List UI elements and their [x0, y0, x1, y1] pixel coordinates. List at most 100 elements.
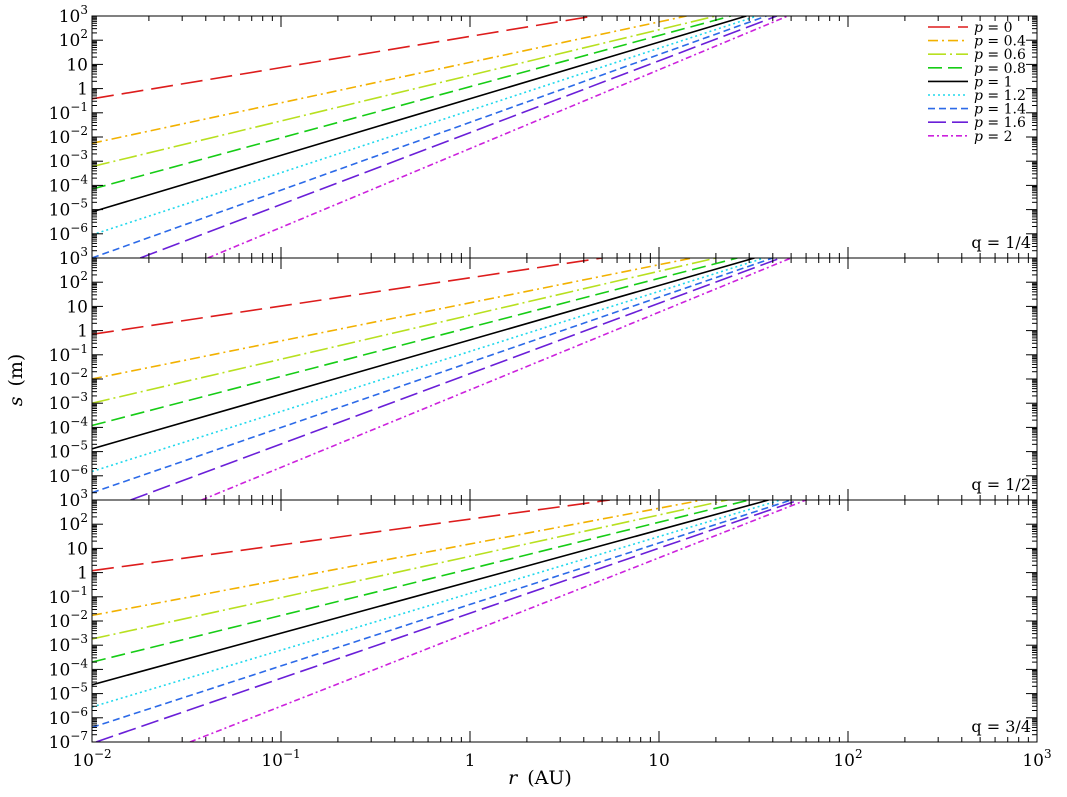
y-tick-label: 10−2: [49, 124, 88, 148]
tick-base: 10: [59, 273, 81, 293]
tick-base: 1: [77, 564, 88, 584]
x-axis-title: r (AU): [508, 767, 572, 789]
tick-base: 1: [77, 322, 88, 342]
series-line: [92, 500, 792, 729]
legend-value: = 1.2: [983, 88, 1026, 104]
legend-label: p = 1: [974, 74, 1013, 90]
tick-exponent: −5: [70, 439, 88, 453]
tick-exponent: 2: [80, 511, 88, 525]
legend-label: p = 1.4: [974, 102, 1026, 118]
y-tick-label: 10−1: [49, 100, 88, 124]
series-line: [207, 16, 789, 258]
legend-label: p = 0.6: [974, 47, 1026, 63]
series-line: [201, 258, 792, 500]
y-tick-label: 102: [59, 269, 88, 293]
legend-var: p: [974, 20, 983, 36]
y-axis-variable: s: [5, 396, 27, 406]
legend-var: p: [974, 61, 983, 77]
tick-base: 10: [49, 709, 71, 729]
tick-exponent: −1: [70, 342, 88, 356]
tick-base: 10: [66, 297, 88, 317]
legend-value: = 0: [983, 20, 1013, 36]
tick-exponent: −6: [70, 221, 88, 235]
tick-exponent: −5: [70, 197, 88, 211]
tick-base: 10: [49, 370, 71, 390]
legend-label: p = 2: [974, 129, 1013, 145]
legend-item: p = 1: [928, 74, 1013, 90]
tick-exponent: −3: [70, 632, 88, 646]
legend-var: p: [974, 34, 983, 50]
series-line: [92, 258, 738, 427]
tick-base: 10: [49, 394, 71, 414]
tick-exponent: −4: [70, 656, 88, 670]
series-group: [92, 16, 789, 258]
x-tick-label: 10−1: [261, 747, 300, 771]
legend-item: p = 1.4: [928, 102, 1026, 118]
series-line: [92, 16, 594, 100]
legend: p = 0p = 0.4p = 0.6p = 0.8p = 1p = 1.2p …: [928, 20, 1026, 145]
series-group: [92, 258, 792, 500]
legend-value: = 1: [983, 74, 1013, 90]
tick-exponent: −4: [70, 414, 88, 428]
legend-value: = 2: [983, 129, 1013, 145]
tick-base: 10: [66, 55, 88, 75]
y-tick-label: 10−5: [49, 681, 88, 705]
panel-ticks: [91, 15, 1038, 259]
x-axis-unit: (AU): [527, 767, 572, 789]
legend-item: p = 2: [928, 129, 1013, 145]
series-line: [92, 258, 765, 473]
tick-exponent: −5: [70, 681, 88, 695]
tick-base: 10: [49, 225, 71, 245]
y-tick-label: 10−2: [49, 608, 88, 632]
series-line: [92, 500, 781, 708]
tick-base: 10: [49, 104, 71, 124]
y-tick-label: 10−3: [49, 390, 88, 414]
series-line: [92, 16, 747, 213]
legend-var: p: [974, 88, 983, 104]
y-tick-label: 1: [77, 80, 88, 100]
tick-base: 10: [49, 588, 71, 608]
tick-base: 10: [49, 346, 71, 366]
legend-item: p = 0.4: [928, 34, 1026, 50]
y-tick-label: 103: [59, 3, 88, 27]
legend-value: = 1.6: [983, 115, 1026, 131]
legend-var: p: [974, 115, 983, 131]
legend-item: p = 0.8: [928, 61, 1026, 77]
legend-label: p = 0.4: [974, 34, 1026, 50]
series-line: [92, 16, 732, 190]
tick-exponent: −3: [70, 148, 88, 162]
tick-base: 10: [49, 128, 71, 148]
y-tick-label: 10−6: [49, 221, 88, 245]
y-tick-labels: 10310210110−110−210−310−410−510−61031021…: [49, 3, 89, 753]
x-tick-labels: 10−2 10−1 1 10 102 103: [72, 747, 1051, 771]
legend-value: = 1.4: [983, 102, 1026, 118]
tick-base: 10: [49, 636, 71, 656]
y-tick-label: 10−4: [49, 656, 89, 680]
legend-value: = 0.6: [983, 47, 1026, 63]
tick-base: 10: [49, 685, 71, 705]
y-tick-label: 10−1: [49, 342, 88, 366]
tick-base: 10: [59, 491, 81, 511]
y-tick-label: 10−1: [49, 584, 88, 608]
tick-exponent: −6: [70, 463, 88, 477]
series-line: [92, 500, 611, 572]
y-tick-label: 103: [59, 487, 88, 511]
x-tick-label: 10−2: [72, 747, 111, 771]
y-tick-label: 10−3: [49, 148, 88, 172]
tick-exponent: −2: [70, 124, 88, 138]
legend-var: p: [974, 74, 983, 90]
y-tick-label: 10: [66, 297, 88, 317]
tick-exponent: 3: [80, 3, 88, 17]
series-line: [130, 258, 781, 500]
series-line: [139, 16, 778, 258]
series-line: [92, 258, 755, 450]
y-tick-label: 10−4: [49, 414, 89, 438]
tick-exponent: 2: [855, 747, 863, 761]
tick-base: 10: [66, 539, 88, 559]
series-line: [92, 500, 769, 686]
legend-label: p = 1.6: [974, 115, 1026, 131]
y-tick-label: 10: [66, 55, 88, 75]
y-tick-label: 102: [59, 511, 88, 535]
tick-exponent: −2: [70, 366, 88, 380]
y-tick-label: 10−3: [49, 632, 88, 656]
